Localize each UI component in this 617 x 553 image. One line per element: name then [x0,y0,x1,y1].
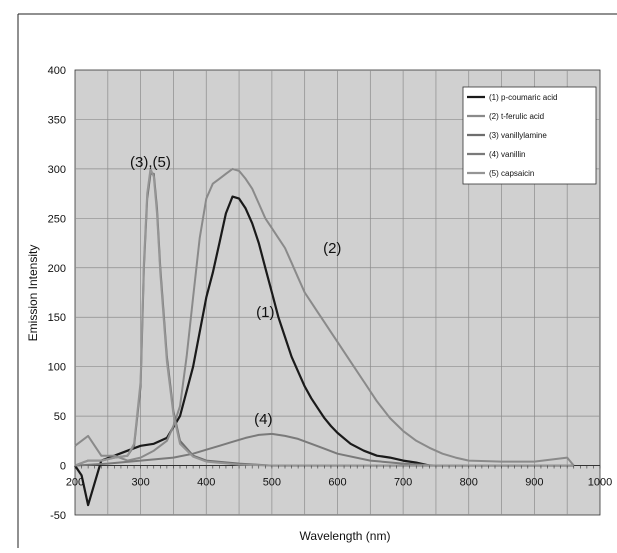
legend-label: (1) p-coumaric acid [489,93,557,102]
legend: (1) p-coumaric acid (2) t-ferulic acid (3)… [462,86,597,185]
legend-label: (3) vanillylamine [489,131,547,140]
y-tick-label: 150 [48,312,66,324]
series-line-1 [74,195,430,507]
legend-box [462,86,597,185]
y-tick-label: 400 [48,65,66,77]
y-tick-label: -50 [50,510,66,522]
x-tick-label: 200 [66,477,84,489]
x-tick-label: 700 [394,477,412,489]
x-tick-label: 900 [525,477,543,489]
x-tick-label: 600 [328,477,346,489]
y-tick-label: 250 [48,213,66,225]
ticks: 200 300 400 500 600 700 800 900 1000 -50 0 50 100 150… [48,65,613,522]
y-axis-label: Emission Intensity [26,245,40,342]
x-axis-label: Wavelength (nm) [300,529,391,543]
series-line-2 [74,167,575,467]
y-tick-label: 100 [48,362,66,374]
y-tick-label: 300 [48,164,66,176]
series-annotation: (4) [254,411,272,428]
y-tick-label: 350 [48,114,66,126]
x-tick-label: 800 [460,477,478,489]
series-annotation: (1) [256,304,274,321]
x-tick-label: 400 [197,477,215,489]
series-annotation: (2) [323,240,341,257]
y-tick-label: 200 [48,263,66,275]
legend-label: (2) t-ferulic acid [489,112,544,121]
x-tick-label: 500 [263,477,281,489]
series-annotation: (3),(5) [130,154,171,171]
legend-label: (5) capsaicin [489,169,534,178]
annotations: (3),(5) (2) (1) (4) [130,154,341,428]
legend-label: (4) vanillin [489,150,525,159]
y-tick-label: 0 [60,461,66,473]
x-tick-label: 300 [131,477,149,489]
x-tick-label: 1000 [588,477,612,489]
y-tick-label: 50 [54,411,66,423]
